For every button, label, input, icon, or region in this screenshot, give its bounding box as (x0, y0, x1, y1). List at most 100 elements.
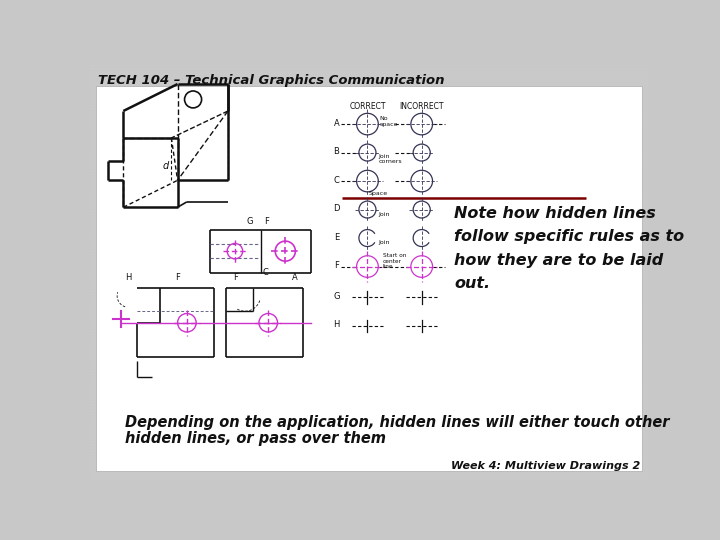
Bar (90, 327, 648, 328)
Bar (90, 139, 648, 140)
Bar (90, 253, 648, 254)
Bar (90, 403, 648, 405)
Text: G: G (333, 292, 340, 301)
Bar (90, 302, 648, 303)
Bar (90, 289, 648, 291)
Bar (90, 151, 648, 153)
Bar (90, 348, 648, 350)
Bar (90, 422, 648, 423)
Bar (90, 204, 648, 205)
Bar (90, 191, 648, 193)
Text: F: F (334, 261, 339, 270)
Bar (90, 280, 648, 282)
Bar (90, 333, 648, 334)
Text: space: space (380, 123, 398, 127)
Bar (90, 336, 648, 338)
Bar (90, 108, 648, 110)
Bar (90, 166, 648, 168)
Bar (90, 256, 648, 257)
Bar (90, 382, 648, 383)
Bar (90, 117, 648, 119)
Text: Start on: Start on (383, 253, 406, 258)
Text: corners: corners (378, 159, 402, 164)
Bar (90, 357, 648, 359)
Bar (90, 247, 648, 248)
Bar (90, 188, 648, 190)
Bar (90, 164, 648, 165)
Bar (90, 157, 648, 159)
Bar (90, 160, 648, 162)
Text: No: No (380, 116, 389, 122)
Bar (90, 228, 648, 230)
Bar (90, 215, 648, 217)
Bar (90, 299, 648, 300)
Bar (90, 339, 648, 340)
Bar (90, 86, 648, 88)
Text: F: F (233, 273, 238, 282)
Bar (90, 194, 648, 195)
Text: hidden lines, or pass over them: hidden lines, or pass over them (125, 430, 386, 445)
Text: H: H (333, 320, 340, 329)
Bar (90, 434, 648, 436)
Bar (90, 431, 648, 433)
Text: INCORRECT: INCORRECT (400, 103, 444, 111)
Bar (90, 74, 648, 76)
Bar (90, 376, 648, 377)
Bar (90, 71, 648, 72)
Text: F: F (175, 273, 180, 282)
Bar (90, 370, 648, 372)
Text: Join: Join (378, 212, 390, 217)
Bar (90, 354, 648, 356)
Bar (90, 114, 648, 116)
Bar (90, 249, 648, 251)
Text: TECH 104 – Technical Graphics Communication: TECH 104 – Technical Graphics Communicat… (98, 74, 444, 87)
Bar (90, 453, 648, 455)
Bar (90, 68, 648, 70)
Bar (90, 274, 648, 276)
Bar (90, 96, 648, 97)
Bar (90, 170, 648, 171)
Bar (90, 244, 648, 245)
Bar (90, 410, 648, 411)
Text: C: C (262, 268, 268, 277)
Bar (90, 314, 648, 316)
Bar (90, 182, 648, 184)
Text: B: B (333, 147, 339, 156)
Bar (90, 305, 648, 307)
Bar (90, 397, 648, 399)
Bar (90, 477, 648, 479)
Bar (90, 240, 648, 242)
Bar (90, 83, 648, 85)
Bar (90, 105, 648, 106)
Bar (90, 179, 648, 180)
Bar (90, 200, 648, 202)
Bar (90, 120, 648, 122)
Bar (90, 262, 648, 264)
Bar (90, 126, 648, 128)
Bar (90, 311, 648, 313)
Bar (90, 462, 648, 464)
Bar (90, 271, 648, 273)
Bar (90, 361, 648, 362)
Bar (90, 111, 648, 112)
Bar (90, 475, 648, 476)
Bar (90, 231, 648, 233)
FancyBboxPatch shape (96, 86, 642, 471)
Bar (90, 416, 648, 417)
Bar (90, 388, 648, 390)
Text: C: C (333, 176, 339, 185)
Bar (90, 379, 648, 381)
Bar (90, 148, 648, 150)
Text: A: A (333, 119, 339, 127)
Bar (90, 367, 648, 368)
Bar (90, 394, 648, 396)
Bar (90, 330, 648, 331)
Bar (90, 351, 648, 353)
Bar (90, 345, 648, 347)
Bar (90, 123, 648, 125)
Bar (90, 225, 648, 226)
Text: center: center (383, 259, 402, 264)
Text: E: E (334, 233, 339, 241)
Text: CORRECT: CORRECT (349, 103, 386, 111)
Bar (90, 259, 648, 260)
